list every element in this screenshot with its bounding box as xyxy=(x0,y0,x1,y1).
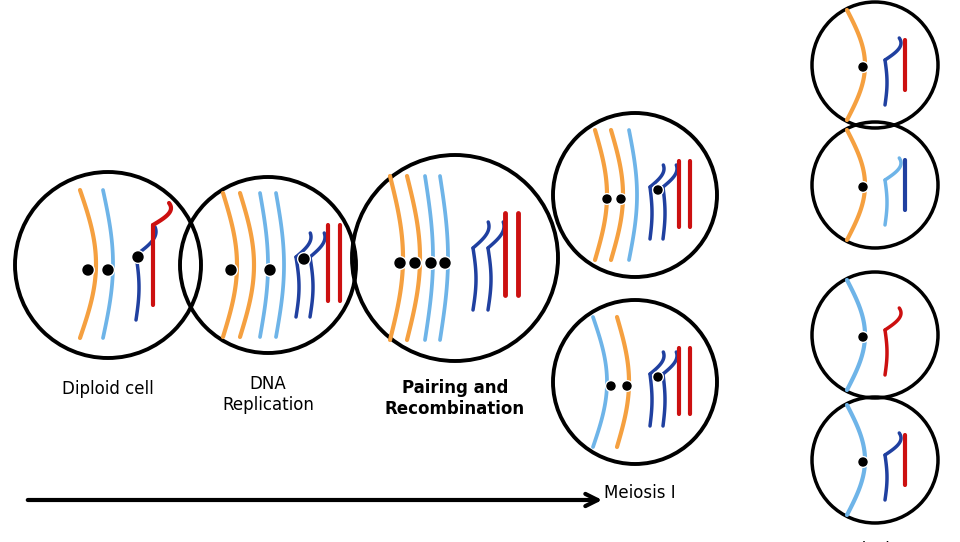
Circle shape xyxy=(654,373,662,381)
Text: DNA
Replication: DNA Replication xyxy=(222,375,314,414)
Text: Pairing and
Recombination: Pairing and Recombination xyxy=(385,379,525,418)
Circle shape xyxy=(603,195,611,203)
Circle shape xyxy=(226,265,236,275)
Circle shape xyxy=(859,458,867,466)
Text: Diploid cell: Diploid cell xyxy=(62,380,154,398)
Circle shape xyxy=(426,258,436,268)
Circle shape xyxy=(83,265,93,275)
Circle shape xyxy=(410,258,420,268)
Circle shape xyxy=(299,254,309,264)
Circle shape xyxy=(654,186,662,194)
Circle shape xyxy=(440,258,450,268)
Text: Meiosis II: Meiosis II xyxy=(837,541,913,542)
Circle shape xyxy=(395,258,405,268)
Circle shape xyxy=(133,252,143,262)
Circle shape xyxy=(859,183,867,191)
Circle shape xyxy=(859,63,867,71)
Circle shape xyxy=(623,382,631,390)
Text: Meiosis I: Meiosis I xyxy=(604,484,676,502)
Circle shape xyxy=(103,265,113,275)
Circle shape xyxy=(859,333,867,341)
Circle shape xyxy=(617,195,625,203)
Circle shape xyxy=(265,265,275,275)
Circle shape xyxy=(607,382,615,390)
